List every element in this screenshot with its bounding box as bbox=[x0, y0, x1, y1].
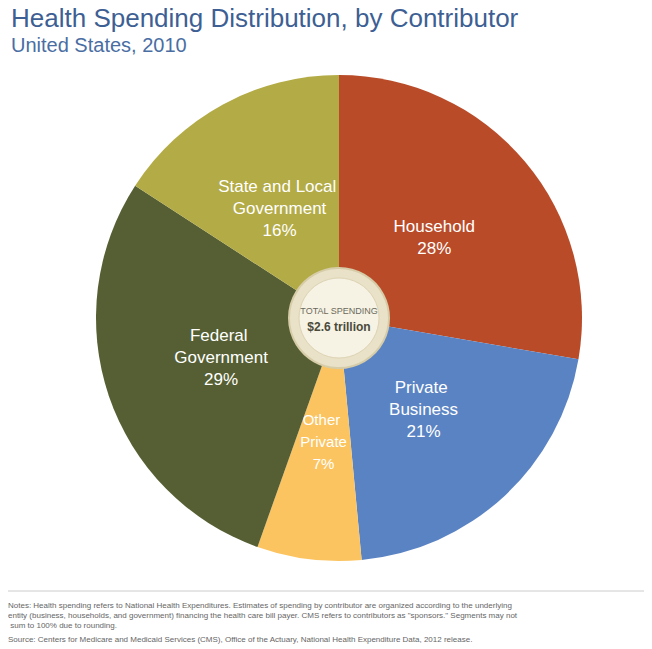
svg-text:Government: Government bbox=[233, 199, 327, 218]
svg-text:28%: 28% bbox=[417, 239, 451, 258]
svg-text:7%: 7% bbox=[313, 455, 335, 472]
svg-text:Federal: Federal bbox=[190, 326, 252, 345]
svg-text:29%: 29% bbox=[204, 370, 238, 389]
svg-text:Private: Private bbox=[395, 378, 453, 397]
svg-text:Other: Other bbox=[303, 411, 345, 428]
svg-text:Notes: Health spending refers: Notes: Health spending refers to Nationa… bbox=[8, 601, 514, 610]
svg-text:Business: Business bbox=[389, 400, 458, 419]
svg-text:Government: Government bbox=[174, 348, 268, 367]
svg-text:United States, 2010: United States, 2010 bbox=[11, 34, 187, 56]
svg-text:sum to 100% due to rounding.: sum to 100% due to rounding. bbox=[8, 621, 117, 630]
svg-text:Health Spending Distribution,: Health Spending Distribution, by Contrib… bbox=[11, 3, 519, 33]
svg-text:$2.6 trillion: $2.6 trillion bbox=[307, 320, 370, 334]
svg-text:Private: Private bbox=[300, 433, 347, 450]
svg-text:TOTAL SPENDING: TOTAL SPENDING bbox=[300, 306, 377, 316]
svg-text:Household: Household bbox=[394, 217, 475, 236]
svg-text:entity (business, households,: entity (business, households, and govern… bbox=[8, 611, 518, 620]
svg-text:Source: Centers for Medicare a: Source: Centers for Medicare and Medicai… bbox=[8, 635, 472, 644]
svg-text:21%: 21% bbox=[407, 422, 441, 441]
svg-text:16%: 16% bbox=[263, 221, 297, 240]
svg-text:State and Local: State and Local bbox=[218, 177, 341, 196]
